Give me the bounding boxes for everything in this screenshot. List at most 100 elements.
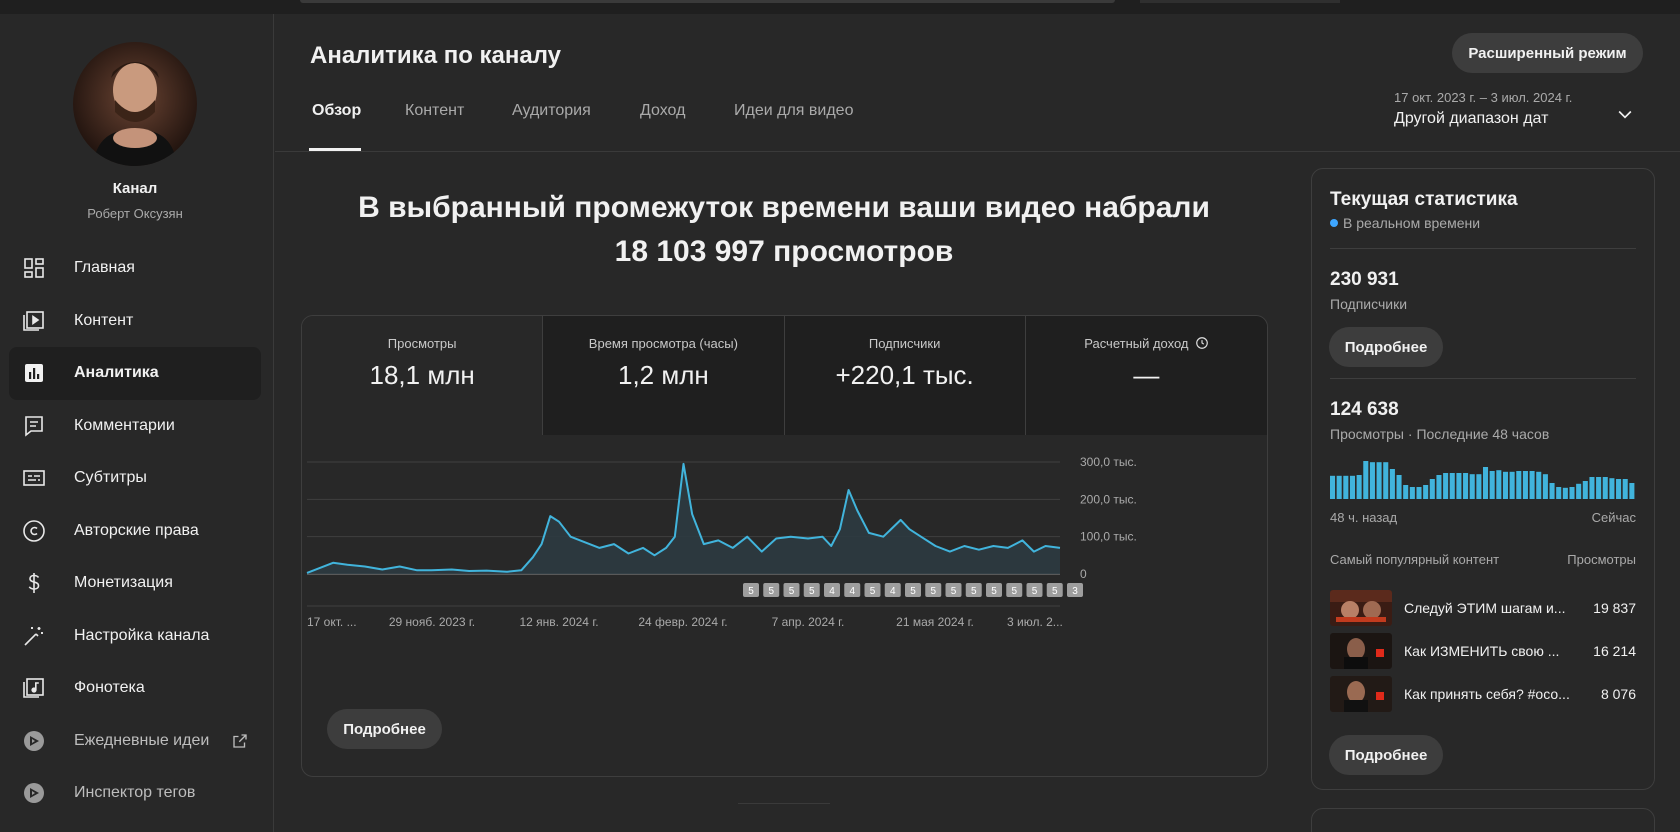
tab-revenue[interactable]: Доход [640, 102, 686, 119]
metric-value: +220,1 тыс. [835, 360, 974, 390]
channel-label: Канал [112, 180, 158, 197]
chart-more-button[interactable]: Подробнее [327, 709, 442, 749]
sidebar-item-label: Монетизация [74, 574, 173, 592]
views-headline: В выбранный промежуток времени ваши виде… [300, 186, 1268, 274]
magic-wand-icon [24, 626, 43, 646]
sidebar-item-tag-inspector[interactable]: Инспектор тегов [9, 767, 261, 820]
tab-overview[interactable]: Обзор [312, 102, 362, 119]
sidebar-item-customization[interactable]: Настройка канала [9, 610, 261, 663]
subscribers-more-button[interactable]: Подробнее [1329, 327, 1443, 367]
hourly-bar [1556, 487, 1562, 499]
y-tick-label: 0 [1080, 567, 1087, 581]
annotation-marker-label: 5 [768, 586, 774, 597]
hourly-bar [1343, 475, 1349, 499]
sidebar-item-label: Главная [74, 259, 135, 277]
annotation-marker-label: 3 [1072, 586, 1078, 597]
date-range-label: Другой диапазон дат [1394, 110, 1549, 127]
hourly-bar [1469, 474, 1475, 499]
metric-label-wrap: Расчетный доход [1026, 336, 1267, 351]
views-area [307, 463, 1060, 574]
tab-content[interactable]: Контент [405, 102, 465, 119]
sidebar-item-content[interactable]: Контент [9, 295, 261, 348]
y-tick-label: 100,0 тыс. [1080, 530, 1137, 544]
sidebar-item-comments[interactable]: Комментарии [9, 400, 261, 453]
next-panel [1311, 808, 1655, 832]
headline-line-1: В выбранный промежуток времени ваши виде… [358, 191, 1210, 224]
metric-subscribers[interactable]: Подписчики +220,1 тыс. [784, 316, 1026, 435]
sidebar-item-label: Контент [74, 311, 134, 329]
top-content-item[interactable]: Как ИЗМЕНИТЬ свою ... 16 214 [1330, 633, 1636, 669]
metric-estimated-revenue[interactable]: Расчетный доход — [1025, 316, 1267, 435]
tab-audience[interactable]: Аудитория [512, 102, 591, 119]
hourly-bar [1622, 479, 1628, 499]
annotation-marker [1067, 583, 1083, 597]
subtitles-icon [23, 470, 45, 486]
external-link-icon [233, 733, 247, 748]
extension-icon [24, 783, 44, 803]
video-title: Как принять себя? #осо... [1404, 686, 1570, 702]
sidebar-item-subtitles[interactable]: Субтитры [9, 452, 261, 505]
sidebar-item-dashboard[interactable]: Главная [9, 242, 261, 295]
sidebar-item-daily-ideas[interactable]: Ежедневные идеи [9, 715, 261, 768]
extension-icon [24, 730, 44, 751]
clock-icon [1195, 337, 1208, 349]
hourly-bar [1576, 483, 1582, 499]
sidebar-item-analytics[interactable]: Аналитика [9, 347, 261, 400]
top-strip [0, 0, 1680, 14]
analytics-icon [25, 364, 43, 382]
hourly-bar [1536, 471, 1542, 499]
dollar-icon [28, 573, 40, 593]
hourly-bar [1629, 483, 1635, 499]
hourly-bar [1456, 473, 1462, 499]
top-content-item[interactable]: Следуй ЭТИМ шагам и... 19 837 [1330, 590, 1636, 626]
metric-value: — [1133, 360, 1160, 390]
top-content-item[interactable]: Как принять себя? #осо... 8 076 [1330, 676, 1636, 712]
annotation-marker [986, 583, 1002, 597]
metric-label: Подписчики [868, 336, 941, 351]
search-bar-stub [300, 0, 1115, 3]
annotation-marker [945, 583, 962, 597]
avatar[interactable] [73, 42, 197, 166]
hourly-bar [1383, 462, 1389, 499]
active-tab-indicator [309, 148, 361, 151]
live-text: В реальном времени [1343, 215, 1481, 231]
metric-views[interactable]: Просмотры 18,1 млн [302, 316, 544, 435]
hourly-bar [1403, 485, 1409, 499]
y-tick-label: 300,0 тыс. [1080, 455, 1137, 469]
tab-video-ideas[interactable]: Идеи для видео [734, 102, 854, 119]
top-content-more-button[interactable]: Подробнее [1329, 735, 1443, 775]
realtime-panel: Текущая статистика В реальном времени 23… [1311, 168, 1655, 790]
x-tick-label: 24 февр. 2024 г. [638, 615, 727, 629]
advanced-mode-button[interactable]: Расширенный режим [1452, 33, 1643, 73]
hourly-bar [1443, 473, 1449, 499]
hourly-bar [1429, 479, 1435, 499]
sidebar-item-monetization[interactable]: Монетизация [9, 557, 261, 610]
hourly-bar [1463, 473, 1469, 499]
sidebar-nav: Главная Контент Аналитика Комментарии Су… [9, 242, 261, 820]
metric-watch-time[interactable]: Время просмотра (часы) 1,2 млн [543, 316, 785, 435]
video-views: 19 837 [1593, 600, 1636, 616]
video-views: 8 076 [1600, 686, 1636, 702]
annotation-marker-label: 5 [930, 586, 936, 597]
top-content-column: Просмотры [1567, 552, 1636, 567]
date-range-picker[interactable]: 17 окт. 2023 г. – 3 июл. 2024 г. Другой … [1394, 90, 1634, 134]
realtime-live-label: В реальном времени [1330, 215, 1480, 231]
hourly-bar [1436, 475, 1442, 499]
annotation-marker [824, 583, 840, 597]
annotation-marker [1026, 583, 1043, 597]
chevron-down-icon [1618, 110, 1632, 119]
page-title: Аналитика по каналу [310, 42, 562, 69]
metric-label: Расчетный доход [1084, 336, 1189, 351]
top-content-header: Самый популярный контент [1330, 552, 1500, 567]
sidebar-item-copyright[interactable]: Авторские права [9, 505, 261, 558]
headline-line-2: 18 103 997 просмотров [614, 235, 954, 268]
annotation-marker-label: 4 [849, 586, 855, 597]
x-tick-label: 29 нояб. 2023 г. [389, 615, 475, 629]
x-tick-label: 17 окт. ... [307, 615, 357, 629]
sidebar-item-audio-library[interactable]: Фонотека [9, 662, 261, 715]
annotation-marker-label: 5 [748, 586, 754, 597]
annotation-marker-label: 4 [890, 586, 896, 597]
sidebar-item-label: Инспектор тегов [74, 784, 196, 802]
mini-axis-end: Сейчас [1591, 510, 1636, 525]
hourly-bar [1609, 478, 1615, 499]
